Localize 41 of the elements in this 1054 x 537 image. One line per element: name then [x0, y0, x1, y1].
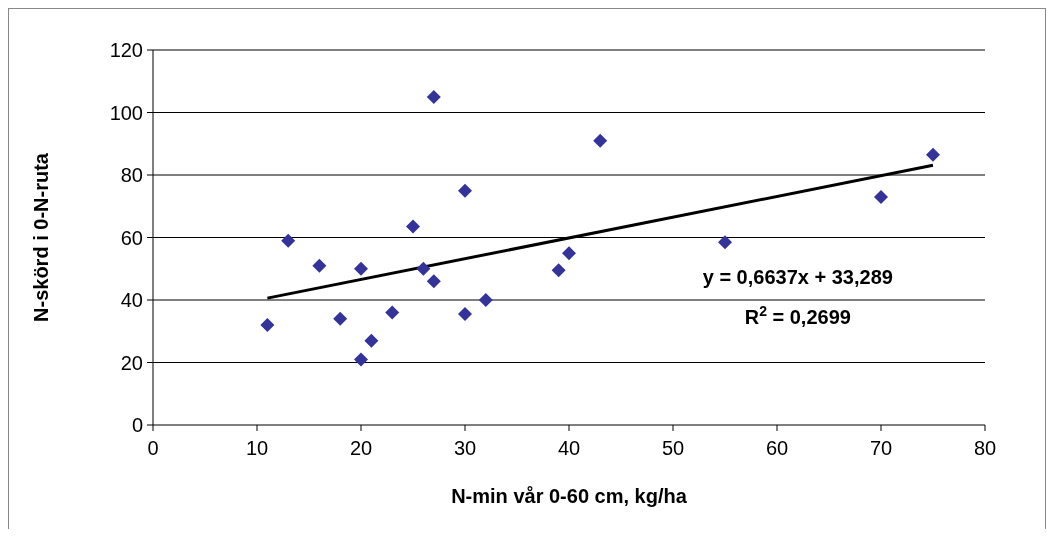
- y-tick-label: 80: [120, 164, 143, 186]
- point: [458, 183, 472, 198]
- point: [312, 258, 327, 273]
- point: [426, 89, 441, 104]
- y-tick-label: 40: [120, 289, 143, 311]
- x-tick-label: 30: [453, 437, 477, 459]
- point: [364, 333, 379, 348]
- point: [354, 261, 368, 276]
- x-tick-label: 80: [973, 437, 997, 459]
- y-tick-label: 20: [120, 351, 143, 374]
- y-tick-label: 60: [120, 226, 143, 249]
- x-tick-label: 20: [349, 437, 373, 459]
- point: [478, 293, 493, 307]
- x-tick-label: 50: [661, 437, 685, 459]
- point: [385, 305, 400, 320]
- point: [874, 189, 888, 204]
- y-tick-label: 100: [109, 101, 143, 124]
- point: [551, 263, 566, 278]
- annotation: y = 0,6637x + 33,289: [702, 266, 893, 289]
- x-tick-label: 70: [869, 437, 893, 459]
- point: [593, 133, 608, 148]
- x-tick-label: 60: [765, 437, 789, 459]
- point: [406, 219, 420, 234]
- point: [458, 307, 472, 322]
- point: [718, 235, 732, 250]
- point: [562, 246, 576, 261]
- point: [926, 147, 940, 162]
- point: [416, 261, 431, 276]
- y-axis-title: N-skörd i 0-N-ruta: [30, 152, 52, 322]
- x-tick-label: 40: [557, 437, 581, 459]
- annotation: R$^{2}$ = 0,2699: [744, 302, 851, 328]
- point: [260, 318, 275, 332]
- y-tick-label: 0: [131, 414, 143, 436]
- y-tick-label: 120: [109, 39, 143, 61]
- x-tick-label: 10: [245, 437, 269, 459]
- point: [354, 352, 368, 367]
- x-axis-title: N-min vår 0-60 cm, kg/ha: [451, 485, 688, 507]
- x-tick-label: 0: [147, 437, 159, 459]
- point: [426, 274, 441, 289]
- point: [333, 311, 348, 326]
- point: [281, 233, 296, 248]
